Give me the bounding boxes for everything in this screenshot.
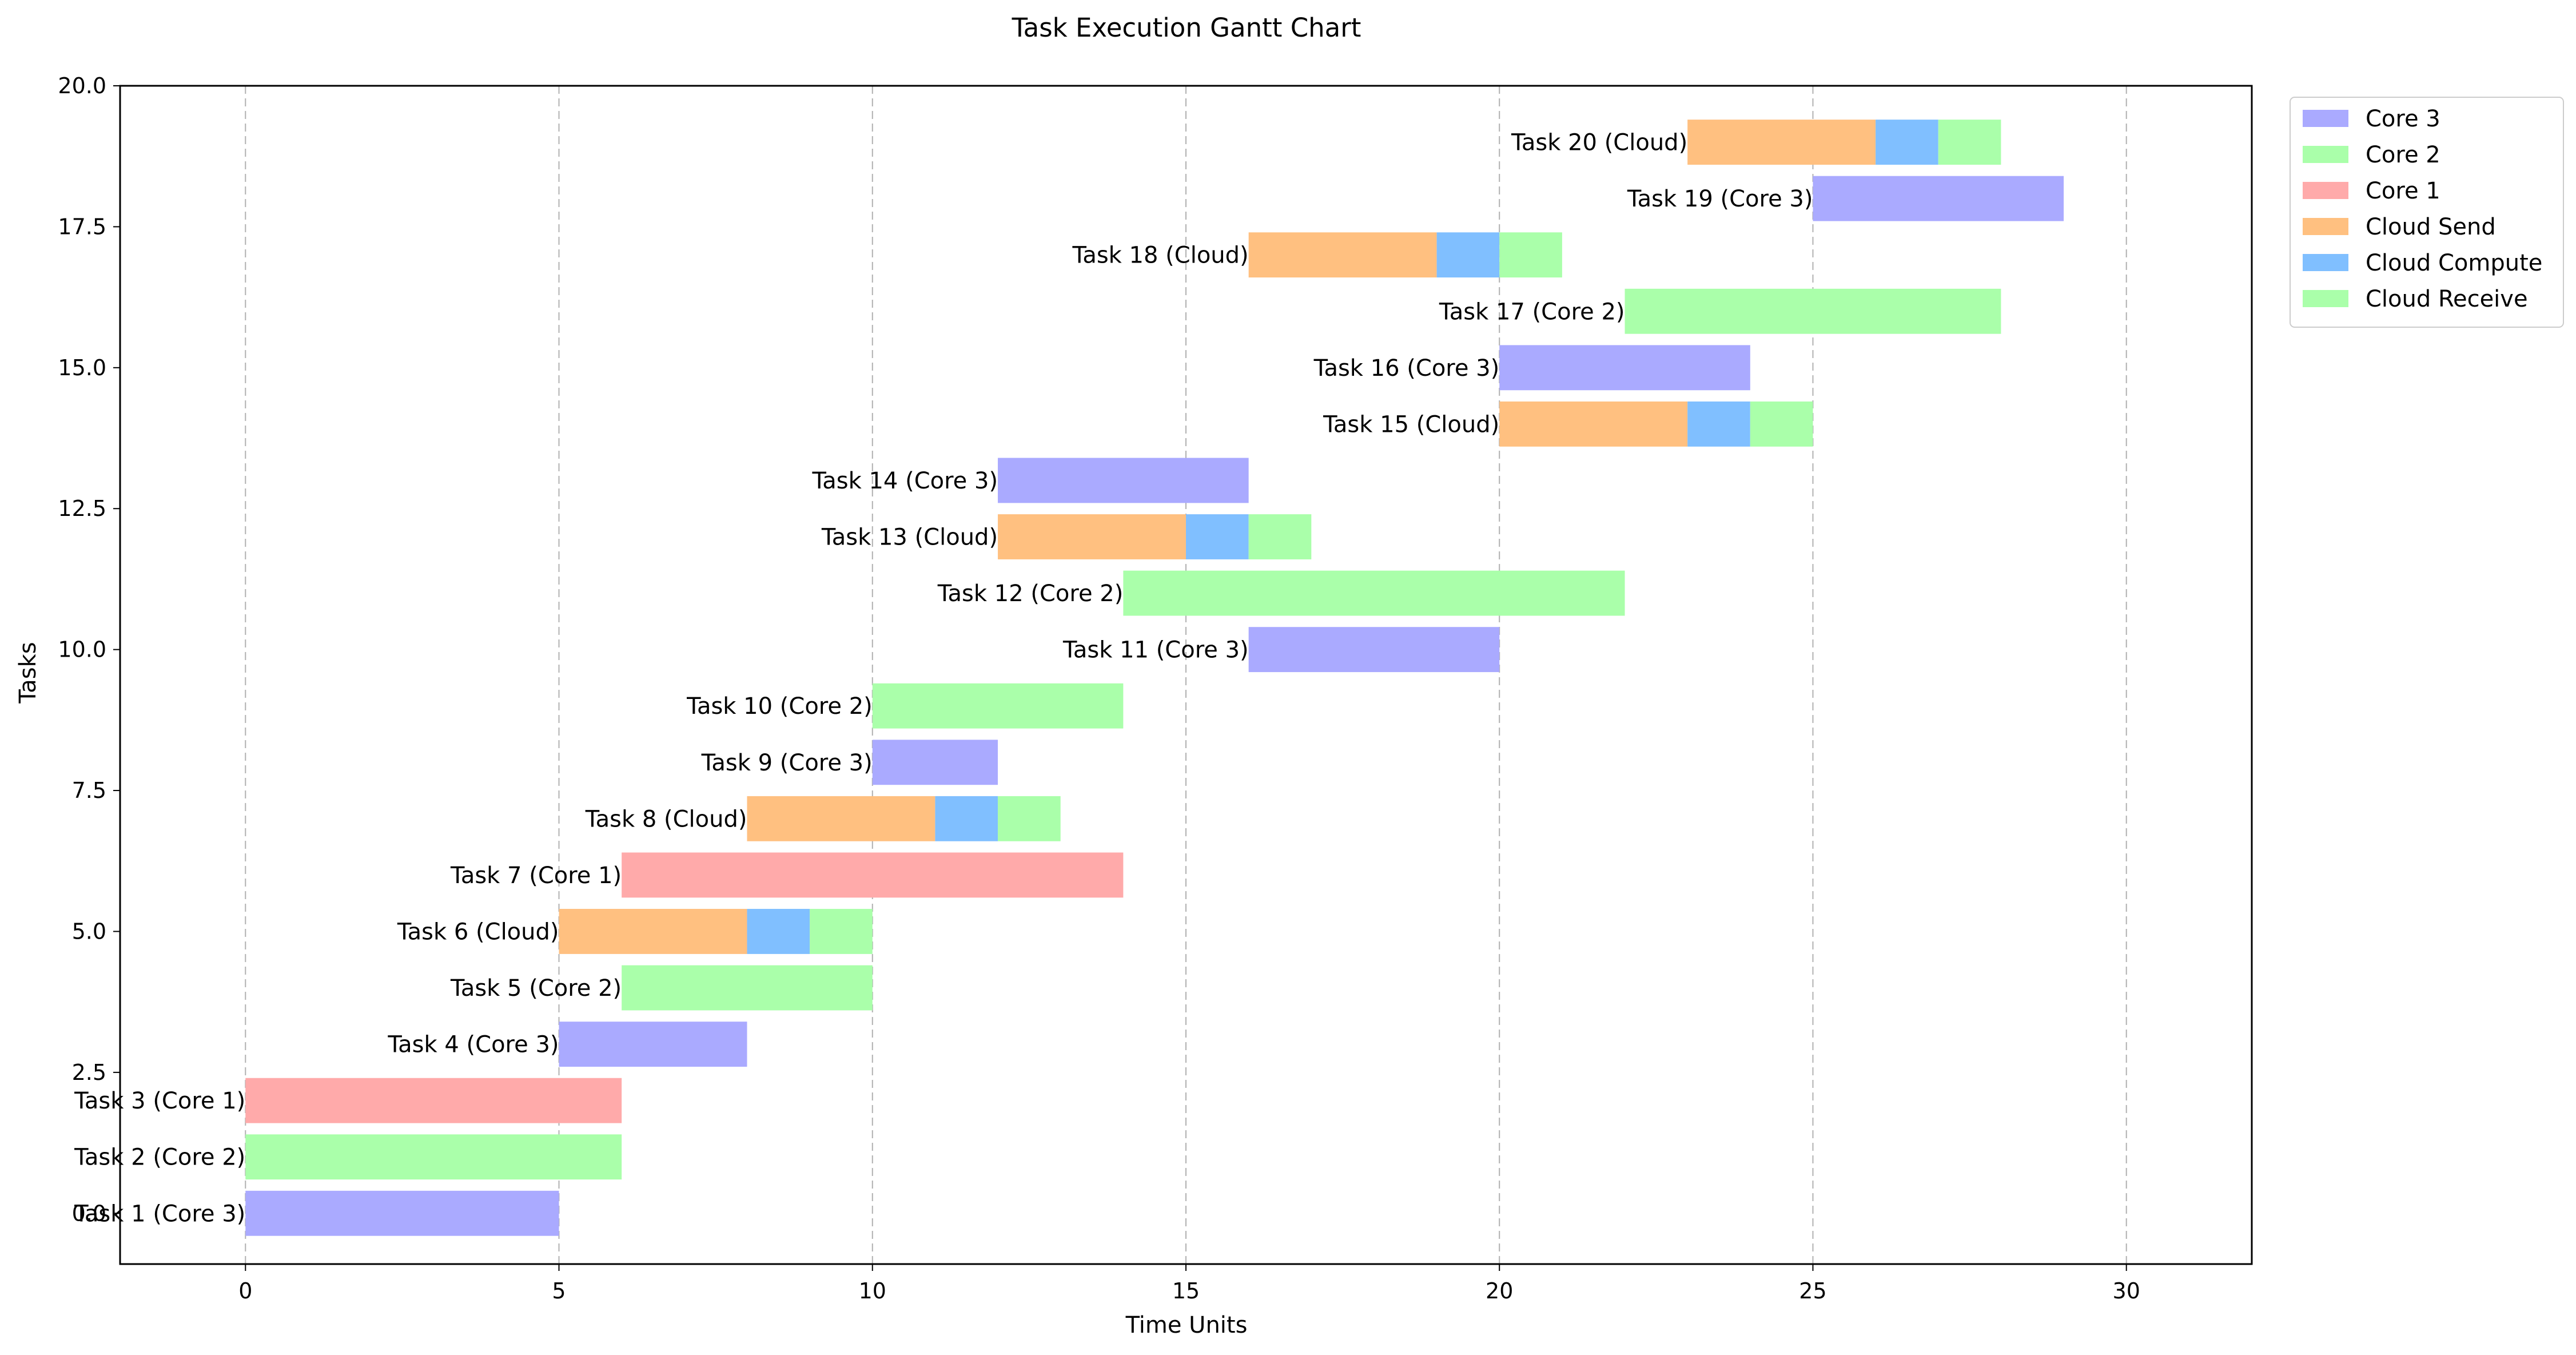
task-label: Task 16 (Core 3) [1313,355,1500,382]
x-tick-label: 0 [238,1278,252,1304]
task-bar-cloud-send [1248,232,1437,278]
task-bar-core-2 [245,1134,622,1180]
task-label: Task 19 (Core 3) [1627,186,1813,212]
chart-title: Task Execution Gantt Chart [1012,13,1361,43]
y-tick-label: 5.0 [72,919,106,944]
task-label: Task 9 (Core 3) [701,750,873,776]
task-bar-core-2 [622,965,873,1011]
y-tick-label: 7.5 [72,778,106,803]
task-label: Task 2 (Core 2) [74,1145,245,1171]
task-bar-core-3 [1813,176,2064,221]
legend: Core 3 Core 2 Core 1 Cloud Send Cloud Comput… [2290,97,2564,328]
y-tick-label: 15.0 [58,355,106,380]
task-bar-cloud-send [559,909,747,954]
task-label: Task 17 (Core 2) [1439,299,1625,325]
y-tick-label: 0.0 [72,1201,106,1226]
legend-swatch [2303,182,2348,199]
task-bar-core-2 [1625,288,2001,334]
x-tick-label: 15 [1172,1278,1200,1304]
task-bar-cloud-compute [935,796,998,841]
y-tick-label: 10.0 [58,637,106,662]
task-bar-core-1 [245,1078,622,1123]
task-bar-cloud-send [747,796,935,841]
legend-swatch [2303,290,2348,307]
legend-label: Cloud Receive [2366,286,2528,312]
task-bar-cloud-send [1687,120,1876,165]
legend-swatch [2303,110,2348,127]
task-bar-cloud-compute [1876,120,1938,165]
y-axis-label: Tasks [15,642,41,704]
task-bars [245,120,2064,1236]
task-bar-cloud-compute [1186,514,1249,559]
task-bar-cloud-receive [1750,401,1813,447]
y-tick-label: 12.5 [58,496,106,521]
task-bar-cloud-receive [998,796,1061,841]
task-label: Task 12 (Core 2) [937,581,1124,607]
task-bar-core-2 [872,683,1124,729]
task-label: Task 10 (Core 2) [686,693,873,720]
task-label: Task 1 (Core 3) [74,1201,245,1227]
task-label: Task 18 (Cloud) [1072,243,1249,269]
task-bar-core-3 [1248,627,1500,673]
task-label: Task 13 (Cloud) [821,524,998,551]
legend-label: Core 3 [2366,106,2440,132]
y-axis-ticks: 0.0 2.5 5.0 7.5 10.0 12.5 15.0 17.5 20.0 [58,73,120,1226]
task-bar-cloud-send [1499,401,1688,447]
y-tick-label: 17.5 [58,214,106,239]
legend-swatch [2303,218,2348,235]
task-label: Task 11 (Core 3) [1062,637,1249,663]
task-label: Task 8 (Cloud) [585,806,747,832]
task-bar-core-3 [245,1190,559,1236]
task-label: Task 15 (Cloud) [1323,411,1499,438]
task-bar-cloud-compute [1436,232,1500,278]
task-label: Task 20 (Cloud) [1511,130,1687,156]
task-label: Task 5 (Core 2) [450,975,622,1002]
task-bar-cloud-receive [1248,514,1312,559]
task-bar-core-3 [559,1022,747,1067]
task-bar-cloud-receive [1499,232,1562,278]
task-bar-cloud-receive [1938,120,2001,165]
task-bar-cloud-receive [810,909,873,954]
x-axis-label: Time Units [1125,1312,1248,1338]
task-labels: Task 1 (Core 3) Task 2 (Core 2) Task 3 (Co… [74,130,1813,1227]
x-tick-label: 5 [552,1278,566,1304]
task-bar-core-2 [1123,570,1625,616]
y-tick-label: 2.5 [72,1060,106,1085]
task-bar-core-3 [998,458,1249,503]
legend-label: Core 1 [2366,178,2440,204]
legend-frame [2290,97,2564,328]
x-tick-label: 10 [859,1278,886,1304]
task-bar-cloud-compute [1687,401,1750,447]
task-bar-core-3 [1499,345,1750,391]
task-label: Task 14 (Core 3) [811,468,998,494]
grid-lines [245,86,2127,1264]
task-label: Task 4 (Core 3) [387,1032,559,1058]
legend-swatch [2303,146,2348,163]
x-tick-label: 25 [1799,1278,1826,1304]
task-label: Task 6 (Cloud) [397,919,559,945]
x-tick-label: 30 [2113,1278,2140,1304]
x-tick-label: 20 [1486,1278,1513,1304]
task-label: Task 7 (Core 1) [450,863,622,889]
legend-swatch [2303,254,2348,271]
legend-label: Core 2 [2366,142,2440,168]
y-tick-label: 20.0 [58,73,106,98]
task-label: Task 3 (Core 1) [74,1088,245,1114]
task-bar-cloud-compute [747,909,810,954]
task-bar-cloud-send [998,514,1186,559]
legend-label: Cloud Send [2366,214,2496,240]
task-bar-core-3 [872,740,998,785]
legend-label: Cloud Compute [2366,250,2542,276]
x-axis-ticks: 0 5 10 15 20 25 30 [238,1264,2140,1304]
task-bar-core-1 [622,852,1124,898]
